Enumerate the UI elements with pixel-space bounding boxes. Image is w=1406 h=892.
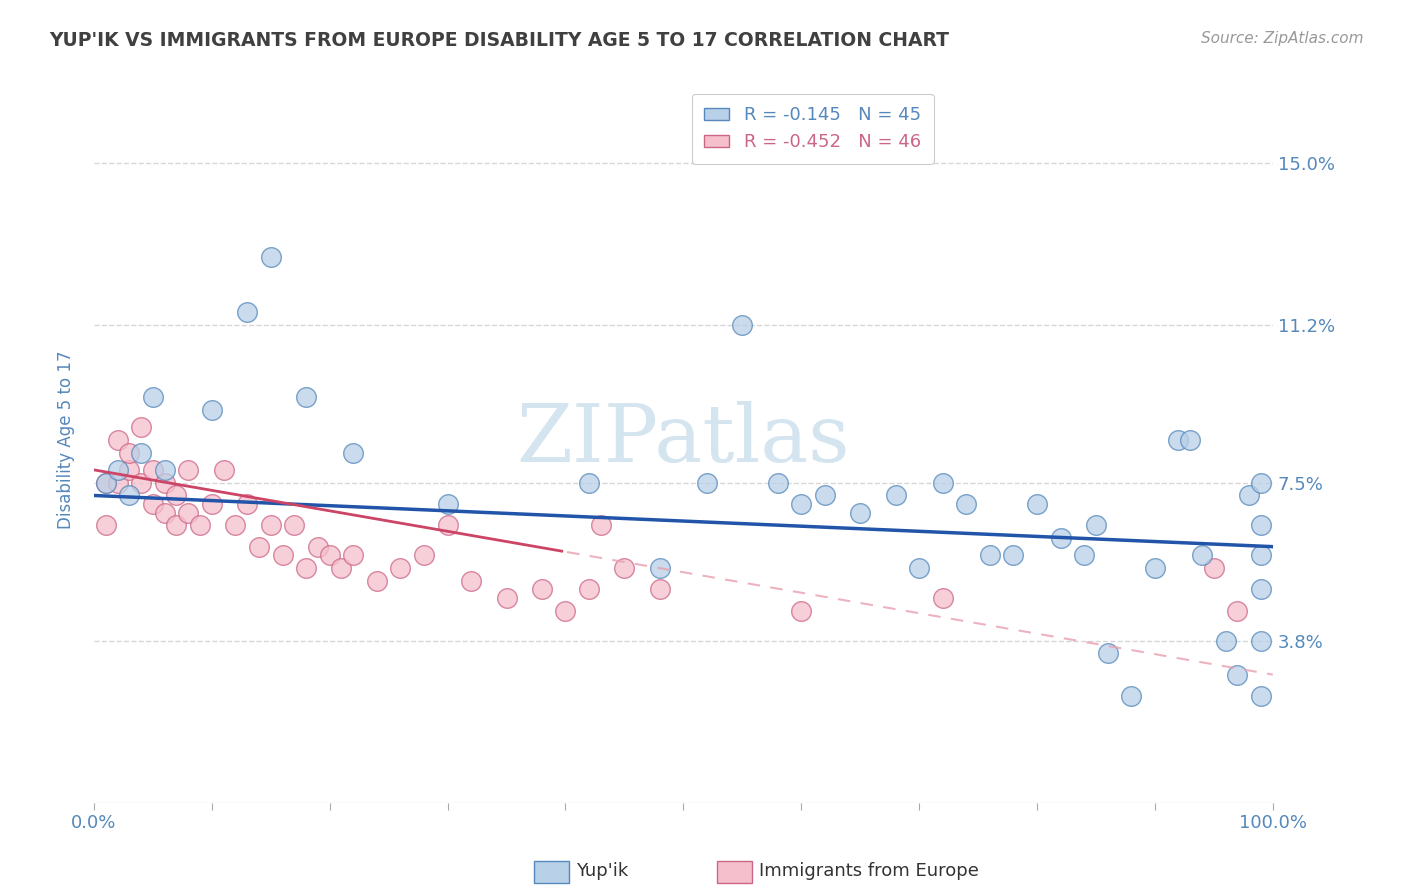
Point bbox=[731, 318, 754, 332]
Point bbox=[153, 463, 176, 477]
Point bbox=[295, 561, 318, 575]
Point bbox=[979, 548, 1001, 562]
Point bbox=[1026, 497, 1049, 511]
Point bbox=[1250, 475, 1272, 490]
Text: ZIPatlas: ZIPatlas bbox=[516, 401, 851, 479]
Point bbox=[142, 497, 165, 511]
Point bbox=[129, 446, 152, 460]
Point bbox=[1250, 689, 1272, 703]
Point bbox=[118, 463, 141, 477]
Point bbox=[295, 390, 318, 404]
Point bbox=[201, 497, 224, 511]
Point bbox=[366, 574, 388, 588]
Point bbox=[1143, 561, 1166, 575]
Point bbox=[1250, 548, 1272, 562]
Point bbox=[908, 561, 931, 575]
Point bbox=[589, 518, 612, 533]
Point bbox=[1237, 488, 1260, 502]
Point bbox=[696, 475, 718, 490]
Point bbox=[153, 506, 176, 520]
Point bbox=[766, 475, 789, 490]
Point bbox=[107, 463, 129, 477]
Text: Source: ZipAtlas.com: Source: ZipAtlas.com bbox=[1201, 31, 1364, 46]
Point bbox=[814, 488, 837, 502]
Point bbox=[129, 420, 152, 434]
Point bbox=[648, 561, 671, 575]
Point bbox=[849, 506, 872, 520]
Point bbox=[931, 591, 953, 605]
Point bbox=[884, 488, 907, 502]
Point bbox=[1121, 689, 1143, 703]
Point bbox=[1049, 531, 1071, 545]
Point bbox=[342, 446, 364, 460]
Point bbox=[955, 497, 977, 511]
Point bbox=[342, 548, 364, 562]
Point bbox=[260, 518, 283, 533]
Point bbox=[460, 574, 482, 588]
Point bbox=[1073, 548, 1095, 562]
Point bbox=[931, 475, 953, 490]
Point bbox=[107, 475, 129, 490]
Point bbox=[142, 390, 165, 404]
Point bbox=[201, 403, 224, 417]
Point bbox=[554, 604, 576, 618]
Point bbox=[165, 518, 187, 533]
Point bbox=[177, 506, 200, 520]
Point bbox=[436, 497, 458, 511]
Point bbox=[330, 561, 353, 575]
Point bbox=[212, 463, 235, 477]
Point bbox=[1180, 433, 1202, 447]
Point bbox=[188, 518, 211, 533]
Point bbox=[495, 591, 517, 605]
Point bbox=[1215, 633, 1237, 648]
Point bbox=[1167, 433, 1189, 447]
Point bbox=[1191, 548, 1213, 562]
Point bbox=[94, 475, 117, 490]
Text: Yup'ik: Yup'ik bbox=[576, 863, 628, 880]
Point bbox=[224, 518, 246, 533]
Text: YUP'IK VS IMMIGRANTS FROM EUROPE DISABILITY AGE 5 TO 17 CORRELATION CHART: YUP'IK VS IMMIGRANTS FROM EUROPE DISABIL… bbox=[49, 31, 949, 50]
Point bbox=[1250, 633, 1272, 648]
Point bbox=[790, 497, 813, 511]
Point bbox=[1097, 646, 1119, 660]
Point bbox=[436, 518, 458, 533]
Point bbox=[1202, 561, 1225, 575]
Text: Immigrants from Europe: Immigrants from Europe bbox=[759, 863, 979, 880]
Point bbox=[1226, 604, 1249, 618]
Point bbox=[153, 475, 176, 490]
Point bbox=[1226, 667, 1249, 681]
Point bbox=[530, 582, 553, 597]
Point bbox=[389, 561, 412, 575]
Point bbox=[177, 463, 200, 477]
Y-axis label: Disability Age 5 to 17: Disability Age 5 to 17 bbox=[58, 351, 75, 529]
Point bbox=[118, 488, 141, 502]
Point bbox=[578, 582, 600, 597]
Point bbox=[271, 548, 294, 562]
Point bbox=[648, 582, 671, 597]
Point bbox=[790, 604, 813, 618]
Legend: R = -0.145   N = 45, R = -0.452   N = 46: R = -0.145 N = 45, R = -0.452 N = 46 bbox=[692, 94, 934, 164]
Point bbox=[613, 561, 636, 575]
Point bbox=[165, 488, 187, 502]
Point bbox=[94, 518, 117, 533]
Point bbox=[118, 446, 141, 460]
Point bbox=[1250, 582, 1272, 597]
Point bbox=[1250, 518, 1272, 533]
Point bbox=[129, 475, 152, 490]
Point bbox=[1084, 518, 1107, 533]
Point bbox=[318, 548, 340, 562]
Point bbox=[1002, 548, 1025, 562]
Point bbox=[307, 540, 329, 554]
Point bbox=[94, 475, 117, 490]
Point bbox=[107, 433, 129, 447]
Point bbox=[260, 250, 283, 264]
Point bbox=[283, 518, 305, 533]
Point bbox=[578, 475, 600, 490]
Point bbox=[236, 305, 259, 319]
Point bbox=[236, 497, 259, 511]
Point bbox=[413, 548, 436, 562]
Point bbox=[247, 540, 270, 554]
Point bbox=[142, 463, 165, 477]
